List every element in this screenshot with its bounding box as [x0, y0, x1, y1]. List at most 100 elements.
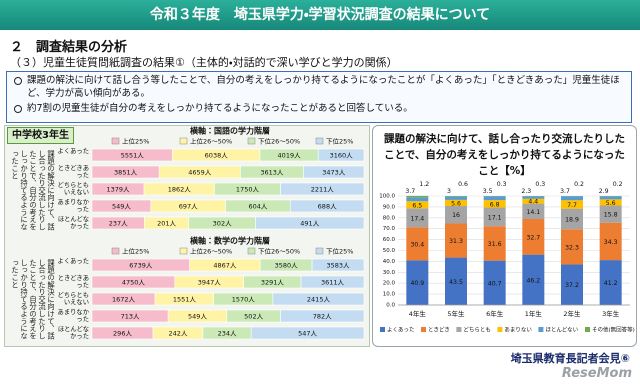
value-label: 242人 — [169, 330, 188, 338]
legend-swatch — [538, 327, 544, 332]
bar-segment — [272, 292, 365, 306]
legend-swatch — [380, 327, 385, 332]
row-label: よくあった — [57, 148, 89, 155]
value-label: 32.3 — [565, 244, 579, 251]
value-label: 5.6 — [606, 200, 616, 207]
value-label: 6038人 — [205, 152, 229, 160]
row-label: あまりなかった — [57, 309, 89, 323]
legend-swatch — [585, 327, 590, 332]
bar-segment — [303, 165, 365, 179]
legend-swatch — [315, 137, 324, 145]
value-label: 713人 — [121, 313, 140, 321]
legend-label: 下位25% — [326, 247, 353, 256]
x-tick-label: 5年生 — [447, 309, 465, 318]
value-label: 2.3 — [521, 188, 531, 195]
value-label: 31.3 — [449, 238, 463, 245]
value-label: 37.2 — [565, 282, 579, 289]
legend-label: その他(無回答等) — [592, 326, 635, 334]
bar-segment — [599, 205, 622, 223]
bar-segment — [445, 196, 467, 197]
row-label: ときどきあった — [57, 275, 89, 289]
legend-label: よくあった — [387, 327, 415, 334]
value-label: 40.7 — [488, 280, 502, 287]
bullet: 約7割の児童生徒が自分の考えをしっかり持てるようになったことがあると回答している… — [11, 102, 627, 115]
value-label: 6739人 — [129, 262, 153, 270]
bullet: 課題の解決に向けて話し合う等したことで、自分の考えをしっかり持てるようになったこ… — [11, 74, 627, 100]
value-label: 547人 — [298, 330, 317, 338]
footer: 埼玉県教育長記者会見⑥ — [510, 352, 630, 365]
bar-segment — [406, 201, 429, 209]
value-label: 40.9 — [410, 280, 424, 287]
value-label: 3160人 — [330, 152, 354, 160]
bar-segment — [522, 254, 545, 305]
bar-segment — [483, 196, 506, 201]
bar-segment — [522, 218, 545, 255]
value-label: 3947人 — [198, 279, 222, 287]
row-label: ときどきあった — [57, 165, 89, 179]
chart-title: 横軸：数学の学力階層 — [190, 236, 270, 246]
y-tick-label: 20.0 — [383, 281, 396, 287]
bar-segment — [445, 206, 467, 224]
legend-label: ときどき — [428, 326, 450, 334]
value-label: 549人 — [188, 313, 207, 321]
legend-label: あまりない — [504, 327, 532, 334]
value-label: 30.4 — [410, 241, 424, 248]
bar-segment — [561, 208, 583, 230]
bar-segment — [406, 260, 429, 305]
bar-segment — [406, 208, 429, 228]
y-tick-label: 90.0 — [383, 204, 396, 210]
legend-swatch — [247, 137, 256, 145]
row-label: どちらともいえない — [57, 292, 89, 306]
x-tick-label: 6年生 — [486, 309, 504, 318]
legend-label: 上位25% — [122, 137, 149, 146]
value-label: 1551人 — [173, 296, 197, 304]
value-label: 3.5 — [483, 188, 493, 195]
bar-segment — [280, 309, 365, 323]
value-label: 782人 — [313, 313, 332, 321]
bar-segment — [406, 195, 429, 198]
bar-segment — [445, 196, 467, 200]
value-label: 4659人 — [188, 169, 212, 177]
value-label: 0.3 — [497, 181, 507, 188]
row-label: どちらともいえない — [57, 182, 89, 196]
bar-segment — [522, 198, 545, 204]
legend-label: 上位26～50% — [190, 137, 232, 146]
bar-segment — [289, 199, 365, 213]
legend-swatch — [111, 137, 120, 145]
x-tick-label: 4年生 — [409, 309, 427, 318]
legend-swatch — [179, 247, 188, 255]
value-label: 3.7 — [405, 188, 415, 195]
value-label: 0.3 — [535, 181, 545, 188]
y-tick-label: 10.0 — [383, 292, 396, 298]
value-label: 491人 — [300, 220, 319, 228]
value-label: 1.2 — [419, 181, 429, 188]
bar-segment — [483, 200, 506, 208]
legend-label: 下位25% — [326, 137, 353, 146]
value-label: 3 — [447, 188, 451, 195]
value-label: 3611人 — [321, 279, 345, 287]
section-heading: ２ 調査結果の分析 — [10, 40, 128, 55]
legend-swatch — [497, 327, 503, 332]
question-label: 課題の解決に向けて、話し合ったり交流したりしたことで、自分の考えをしっかり持てる… — [12, 259, 56, 340]
legend-swatch — [247, 247, 256, 255]
value-label: 688人 — [318, 203, 337, 211]
value-label: 549人 — [112, 203, 131, 211]
chart-title: 横軸：国語の学力階層 — [190, 126, 270, 136]
x-tick-label: 1年生 — [525, 309, 543, 318]
value-label: 502人 — [244, 313, 263, 321]
bar-segment — [522, 203, 545, 219]
value-label: 3291人 — [261, 279, 285, 287]
value-label: 3.7 — [560, 188, 570, 195]
value-label: 16 — [452, 212, 460, 219]
value-label: 41.2 — [604, 280, 618, 287]
legend-label: どちらとも — [463, 326, 491, 334]
bar-segment — [561, 196, 583, 201]
bar-segment — [406, 227, 429, 261]
y-tick-label: 80.0 — [383, 215, 396, 221]
legend-label: ほとんどない — [545, 326, 578, 334]
bar-segment — [445, 199, 467, 207]
value-label: 0.2 — [574, 181, 584, 188]
y-tick-label: 100.0 — [379, 194, 395, 200]
bar-segment — [522, 196, 545, 199]
value-label: 1570人 — [232, 296, 256, 304]
